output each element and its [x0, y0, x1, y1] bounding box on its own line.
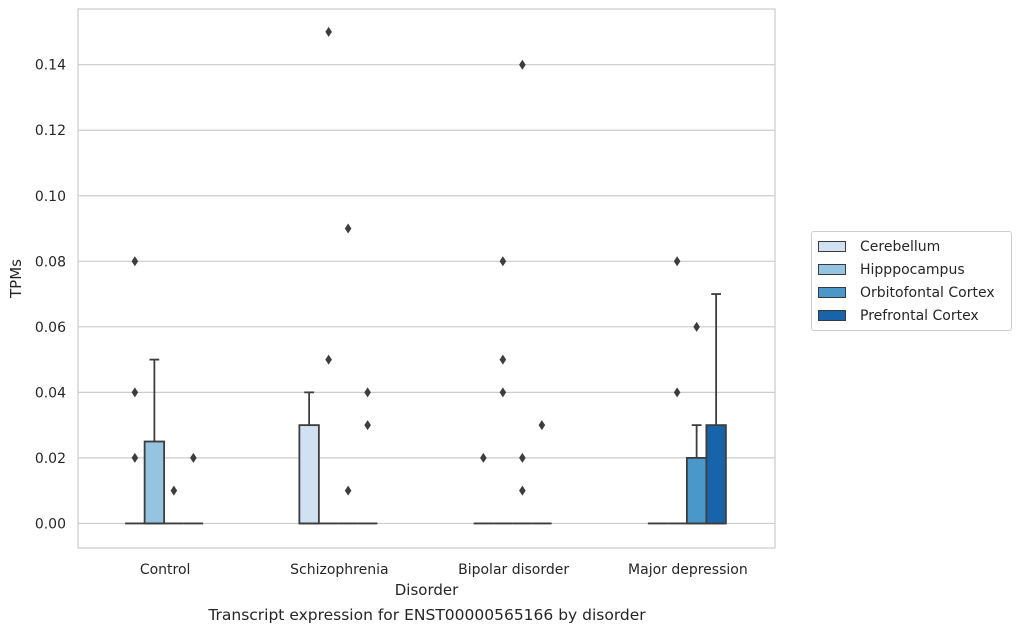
- x-tick-label: Bipolar disorder: [458, 562, 569, 578]
- legend-item: Orbitofontal Cortex: [812, 281, 1011, 304]
- legend-label: Prefrontal Cortex: [860, 307, 979, 324]
- box-series: [125, 293, 727, 525]
- box-hipppocampus: [143, 358, 166, 525]
- outlier-point: [499, 387, 507, 398]
- x-tick-labels: Control Schizophrenia Bipolar disorder Majo…: [140, 562, 748, 578]
- y-axis-label: TPMs: [7, 259, 25, 299]
- outlier-point: [538, 420, 546, 431]
- legend-item: Hipppocampus: [812, 258, 1011, 281]
- legend-swatch: [818, 241, 846, 252]
- outlier-point: [364, 387, 371, 398]
- chart-caption: Transcript expression for ENST0000056516…: [208, 606, 646, 624]
- y-tick-label: 0.00: [35, 516, 66, 532]
- outlier-point: [364, 420, 371, 431]
- outlier-point: [325, 354, 332, 365]
- x-tick-label: Major depression: [628, 562, 748, 578]
- outlier-points: [131, 26, 700, 496]
- grid-lines: [78, 64, 775, 525]
- outlier-point: [693, 321, 700, 332]
- box-body: [685, 456, 708, 525]
- box-body: [705, 424, 727, 525]
- outlier-point: [170, 485, 178, 496]
- outlier-point: [344, 223, 352, 234]
- legend-item: Cerebellum: [812, 235, 1011, 258]
- outlier-point: [499, 354, 507, 365]
- y-tick-label: 0.14: [35, 58, 66, 74]
- y-tick-label: 0.08: [35, 254, 66, 270]
- outlier-point: [344, 485, 352, 496]
- outlier-point: [673, 256, 681, 267]
- outlier-point: [131, 387, 139, 398]
- y-tick-label: 0.12: [35, 123, 66, 139]
- legend-label: Hipppocampus: [860, 261, 965, 278]
- legend-item: Prefrontal Cortex: [812, 304, 1011, 327]
- outlier-point: [480, 452, 487, 463]
- legend-swatch: [818, 287, 846, 298]
- outlier-point: [499, 256, 507, 267]
- outlier-point: [131, 452, 139, 463]
- x-axis-label: Disorder: [395, 581, 459, 599]
- legend-swatch: [818, 264, 846, 275]
- outlier-point: [673, 387, 681, 398]
- legend: Cerebellum Hipppocampus Orbitofontal Corte…: [811, 231, 1012, 331]
- outlier-point: [519, 452, 526, 463]
- legend-label: Orbitofontal Cortex: [860, 284, 995, 301]
- y-tick-label: 0.10: [35, 189, 66, 205]
- y-tick-labels: 0.00 0.02 0.04 0.06 0.08 0.10 0.12 0.14: [35, 58, 66, 533]
- box-body: [298, 424, 320, 525]
- x-tick-label: Schizophrenia: [290, 562, 388, 578]
- box-prefrontal-cortex: [705, 293, 727, 525]
- legend-swatch: [818, 310, 846, 321]
- outlier-point: [519, 485, 526, 496]
- y-tick-label: 0.04: [35, 385, 66, 401]
- box-orbitofontal-cortex: [685, 424, 708, 525]
- x-tick-label: Control: [140, 562, 191, 578]
- outlier-point: [519, 59, 526, 70]
- outlier-point: [325, 26, 332, 37]
- plot-frame: [77, 8, 776, 549]
- box-body: [143, 440, 166, 525]
- y-tick-label: 0.02: [35, 451, 66, 467]
- y-tick-label: 0.06: [35, 320, 66, 336]
- legend-label: Cerebellum: [860, 238, 941, 255]
- outlier-point: [131, 256, 139, 267]
- box-cerebellum: [298, 391, 320, 525]
- outlier-point: [190, 452, 197, 463]
